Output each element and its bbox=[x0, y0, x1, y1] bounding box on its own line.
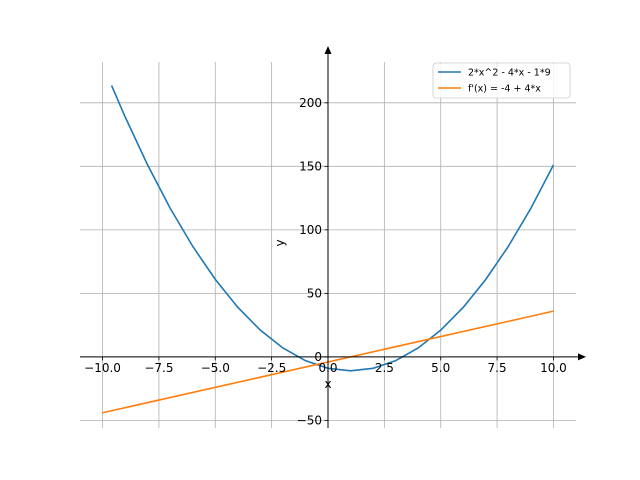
x-axis-arrow bbox=[578, 353, 586, 361]
x-tick-label: −2.5 bbox=[257, 361, 286, 375]
x-tick-label: 5.0 bbox=[431, 361, 450, 375]
x-tick-label: 7.5 bbox=[488, 361, 507, 375]
y-tick-label: 50 bbox=[307, 286, 322, 300]
y-tick-label: 200 bbox=[299, 96, 322, 110]
axes bbox=[80, 46, 586, 428]
ticks: −10.0 −7.5 −5.0 −2.5 0.0 2.5 5.0 7.5 10.0 −50 0 50 1… bbox=[84, 96, 567, 428]
legend: 2*x^2 - 4*x - 1*9 f'(x) = -4 + 4*x bbox=[432, 62, 571, 99]
legend-box bbox=[432, 62, 571, 99]
x-tick-label: −10.0 bbox=[84, 361, 121, 375]
legend-label-2: f'(x) = -4 + 4*x bbox=[468, 84, 541, 95]
x-tick-label: 0.0 bbox=[318, 361, 337, 375]
y-tick-label: −50 bbox=[297, 413, 322, 427]
y-axis-arrow bbox=[324, 46, 332, 54]
y-tick-label: 150 bbox=[299, 159, 322, 173]
x-tick-label: −5.0 bbox=[201, 361, 230, 375]
legend-label-1: 2*x^2 - 4*x - 1*9 bbox=[468, 68, 551, 79]
x-tick-label: −7.5 bbox=[144, 361, 173, 375]
y-axis-label: y bbox=[273, 239, 287, 246]
x-tick-label: 10.0 bbox=[540, 361, 567, 375]
y-tick-label: 0 bbox=[314, 350, 322, 364]
x-tick-label: 2.5 bbox=[375, 361, 394, 375]
series-line-1 bbox=[110, 85, 555, 372]
x-axis-label: x bbox=[324, 377, 331, 391]
y-tick-label: 100 bbox=[299, 223, 322, 237]
